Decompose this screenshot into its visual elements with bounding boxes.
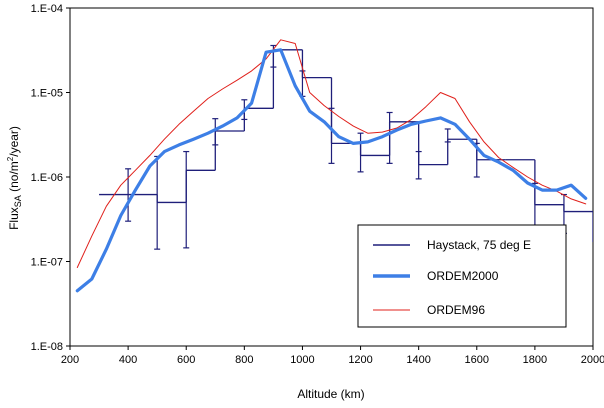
ordem96-line xyxy=(76,39,587,268)
y-tick-label: 1.E-06 xyxy=(31,172,63,184)
x-tick-label: 200 xyxy=(61,354,79,366)
x-tick-label: 2000 xyxy=(581,354,604,366)
x-tick-label: 600 xyxy=(177,354,195,366)
y-tick-label: 1.E-08 xyxy=(31,341,63,353)
x-tick-label: 400 xyxy=(119,354,137,366)
x-tick-label: 1600 xyxy=(465,354,489,366)
x-axis-title: Altitude (km) xyxy=(297,387,364,401)
x-tick-label: 1000 xyxy=(290,354,314,366)
x-tick-label: 1800 xyxy=(523,354,547,366)
x-tick-label: 1200 xyxy=(348,354,372,366)
legend: Haystack, 75 deg E ORDEM2000 ORDEM96 xyxy=(357,224,567,328)
axes-layer: 200 400 600 800 1000 1200 1400 1600 1800 2000 1.E-… xyxy=(31,3,604,366)
legend-label-ordem96: ORDEM96 xyxy=(427,303,485,317)
legend-label-haystack: Haystack, 75 deg E xyxy=(427,238,531,252)
ordem2000-line xyxy=(75,48,588,293)
plot-layer xyxy=(75,39,593,293)
haystack-series xyxy=(99,44,593,250)
y-tick-label: 1.E-07 xyxy=(31,257,63,269)
y-axis-title: FluxSA (no/m2/year) xyxy=(6,126,23,230)
y-tick-label: 1.E-04 xyxy=(31,3,63,15)
legend-label-ordem2000: ORDEM2000 xyxy=(427,269,499,283)
x-tick-label: 800 xyxy=(235,354,253,366)
y-tick-label: 1.E-05 xyxy=(31,88,63,100)
x-tick-label: 1400 xyxy=(406,354,430,366)
